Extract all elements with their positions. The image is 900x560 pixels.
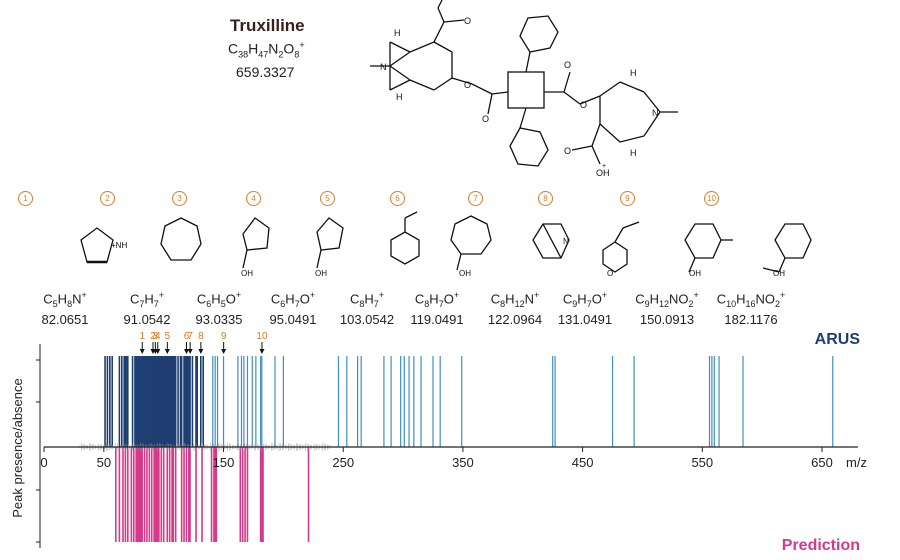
annotation-arrowhead [198, 349, 204, 354]
fragment-formula: C6H5O+ [196, 290, 242, 309]
x-tick-label: 350 [452, 455, 474, 470]
annotation-label: 10 [256, 331, 268, 342]
annotation-arrowhead [164, 349, 170, 354]
compound-name: Truxilline [230, 16, 305, 35]
compound-formula: C38H47N2O8+ [228, 40, 305, 60]
fragment-number: 2 [100, 190, 115, 206]
annotation-arrowhead [187, 349, 193, 354]
fragment-formula: C10H16NO2+ [716, 290, 786, 309]
svg-text:O: O [580, 100, 587, 110]
fragment-mass: 150.0913 [639, 312, 695, 327]
fragment-number: 6 [390, 190, 405, 206]
x-tick-label: 650 [811, 455, 833, 470]
fragment-number: 8 [538, 190, 553, 206]
fragment-number: 5 [320, 190, 335, 206]
annotation-label: 8 [198, 331, 204, 342]
annotation-label: 1 [139, 331, 145, 342]
x-tick-label: 0 [40, 455, 47, 470]
legend-prediction: Prediction [782, 537, 860, 554]
annotation-label: 3 [153, 331, 159, 342]
fragment-mass: 82.0651 [41, 312, 89, 327]
fragment-atom-label: OH [459, 269, 471, 278]
fragment-panel: 1 +NH C5H8N+ 82.0651 2 C7H7+ 91.0542 3 OH C6H5O+ 9… [0, 190, 900, 340]
fragment-structure: OH [241, 217, 270, 278]
x-axis-label: m/z [846, 455, 867, 470]
fragment-atom-label: +NH [111, 241, 127, 250]
svg-text:H: H [630, 148, 637, 158]
svg-text:H: H [630, 68, 637, 78]
fragment-formula: C6H7O+ [270, 290, 316, 309]
svg-text:O: O [564, 146, 571, 156]
x-tick-label: 50 [97, 455, 111, 470]
fragment-mass: 103.0542 [339, 312, 395, 327]
svg-text:O: O [482, 114, 489, 124]
fragment-number: 9 [620, 190, 635, 206]
fragment-mass: 95.0491 [269, 312, 317, 327]
truxilline-structure: H N H O O O O O N H H O OH + [370, 0, 678, 178]
fragment-structure: OH [762, 223, 812, 278]
fragment-formula: C9H7O+ [562, 290, 608, 309]
svg-text:H: H [396, 92, 403, 102]
fragment-atom-label: O [607, 269, 613, 278]
svg-text:N: N [652, 108, 659, 118]
fragment-structure: OH [315, 217, 344, 278]
x-tick-label: 250 [332, 455, 354, 470]
fragment-number: 10 [704, 190, 719, 206]
annotation-label: 4 [155, 331, 161, 342]
fragment-number: 4 [246, 190, 261, 206]
annotation-label: 6 [184, 331, 190, 342]
fragment-formula: C8H12N+ [490, 290, 540, 309]
fragment-mass: 182.1176 [724, 312, 778, 327]
fragment-formula: C9H12NO2+ [635, 290, 699, 309]
y-axis-label: Peak presence/absence [10, 378, 25, 517]
fragment-atom-label: OH [689, 269, 701, 278]
compound-mass: 659.3327 [236, 64, 295, 80]
annotation-arrowhead [139, 349, 145, 354]
fragment-formula: C5H8N+ [43, 290, 87, 309]
fragment-atom-label: N [563, 237, 569, 246]
fragment-mass: 91.0542 [123, 312, 171, 327]
fragment-structure: OH [684, 223, 733, 278]
svg-text:N: N [380, 62, 387, 72]
fragment-number: 7 [468, 190, 483, 206]
svg-text:O: O [564, 60, 571, 70]
svg-text:H: H [394, 28, 401, 38]
annotation-label: 2 [150, 331, 156, 342]
x-tick-label: 450 [572, 455, 594, 470]
fragment-number: 1 [18, 190, 33, 206]
annotation-arrowhead [155, 349, 161, 354]
fragment-mass: 131.0491 [557, 312, 613, 327]
annotation-arrowhead [183, 349, 189, 354]
fragment-structure [160, 217, 202, 261]
fragment-number: 3 [172, 190, 187, 206]
x-tick-label: 150 [213, 455, 235, 470]
fragment-formula: C7H7+ [129, 290, 165, 309]
fragment-structure [390, 211, 420, 265]
legend-arus: ARUS [815, 331, 861, 348]
annotation-label: 5 [165, 331, 171, 342]
spectrum-chart: 0 50 150 250 350 450 550 650 m/z Peak presence/ab… [10, 331, 867, 554]
annotation-label: 9 [221, 331, 227, 342]
annotation-arrowhead [259, 349, 265, 354]
fragment-structure: N [532, 223, 570, 259]
fragment-formula: C8H7+ [349, 290, 385, 309]
svg-text:O: O [464, 80, 471, 90]
fragment-mass: 122.0964 [487, 312, 543, 327]
annotation-label: 7 [187, 331, 193, 342]
fragment-atom-label: OH [773, 269, 785, 278]
fragment-structure: O [602, 221, 640, 278]
annotation-arrowhead [221, 349, 227, 354]
fragment-formula: C8H7O+ [414, 290, 460, 309]
fragment-mass: 93.0335 [195, 312, 243, 327]
fragment-structure: +NH [80, 227, 127, 264]
x-tick-label: 550 [691, 455, 713, 470]
fragment-atom-label: OH [241, 269, 253, 278]
svg-text:O: O [464, 16, 471, 26]
fragment-structure: OH [450, 215, 492, 278]
fragment-mass: 119.0491 [410, 312, 464, 327]
fragment-atom-label: OH [315, 269, 327, 278]
svg-text:+: + [602, 163, 606, 170]
svg-text:OH: OH [596, 168, 610, 178]
